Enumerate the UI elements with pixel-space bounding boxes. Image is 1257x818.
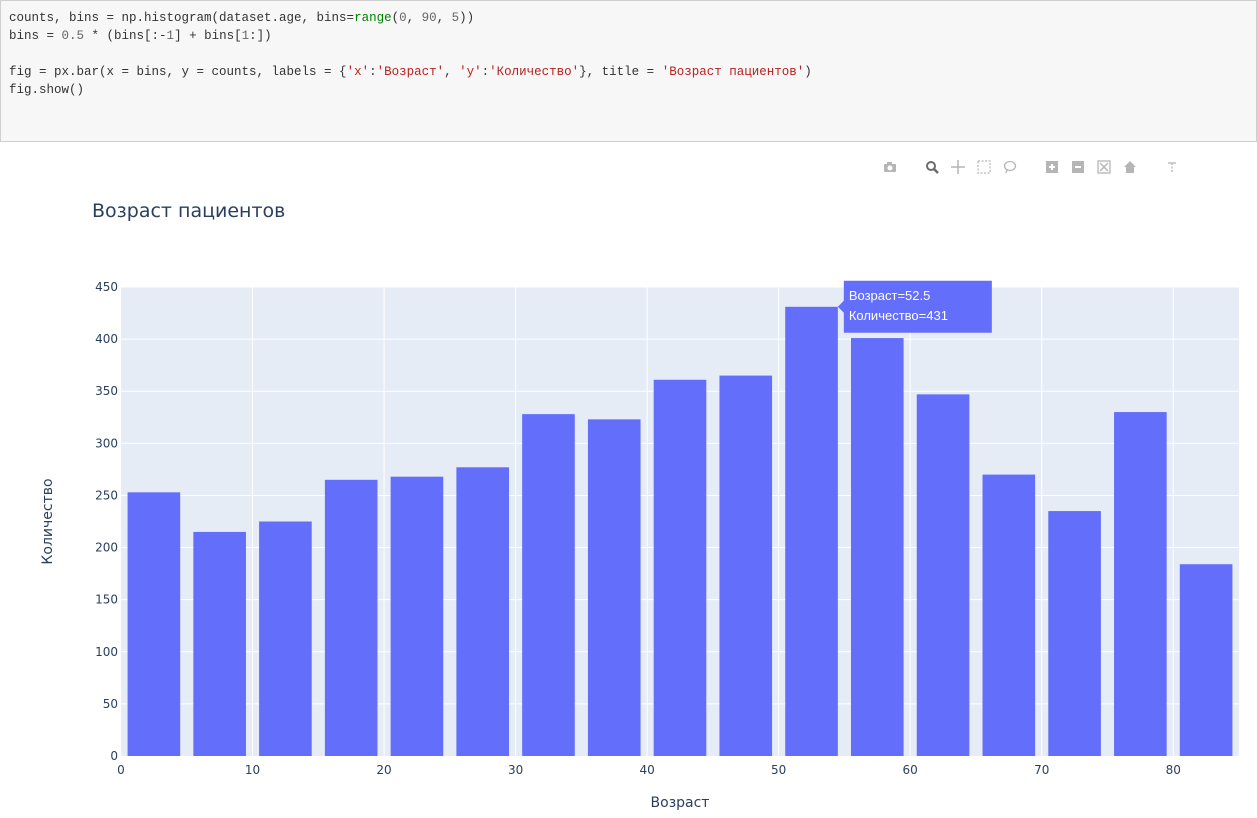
bar [259,521,312,756]
x-tick-label: 60 [903,763,918,777]
bar [522,414,575,756]
y-tick-label: 50 [103,697,118,711]
pan-icon[interactable] [948,157,968,177]
bar [127,492,181,756]
y-tick-label: 0 [110,749,118,763]
y-tick-label: 100 [95,645,118,659]
x-tick-label: 80 [1166,763,1181,777]
bar [653,379,707,756]
y-tick-label: 350 [95,384,118,398]
zoom-in-icon[interactable] [1042,157,1062,177]
modebar [880,156,1182,178]
zoom-icon[interactable] [922,157,942,177]
tooltip-line2: Количество=431 [849,308,948,323]
bar [1048,511,1101,756]
bar [982,474,1036,756]
y-axis-title: Количество [40,478,56,564]
code-line-1: counts, bins = np.histogram(dataset.age,… [9,11,475,25]
bar [850,338,904,756]
bar [324,479,378,756]
x-tick-label: 10 [245,763,260,777]
bar [719,375,773,756]
x-tick-label: 20 [376,763,391,777]
camera-icon[interactable] [880,157,900,177]
y-tick-label: 250 [95,488,118,502]
x-tick-label: 40 [639,763,654,777]
y-tick-label: 300 [95,436,118,450]
autoscale-icon[interactable] [1094,157,1114,177]
y-tick-label: 200 [95,541,118,555]
bar [916,394,970,756]
x-tick-labels: 0 10 20 30 40 50 60 70 80 [117,763,1181,777]
bar [390,476,444,756]
bar [1179,564,1233,756]
spike-lines-icon[interactable] [1162,157,1182,177]
x-tick-label: 30 [508,763,523,777]
code-line-2: bins = 0.5 * (bins[:-1] + bins[1:]) [9,29,272,43]
code-line-4: fig = px.bar(x = bins, y = counts, label… [9,65,812,79]
x-tick-label: 70 [1034,763,1049,777]
tooltip-line1: Возраст=52.5 [849,288,931,303]
bars [127,306,1233,756]
x-tick-label: 50 [771,763,786,777]
y-tick-labels: 0 50 100 150 200 250 300 350 400 450 [95,280,118,763]
x-tick-label: 0 [117,763,125,777]
bar [1114,412,1167,756]
code-line-5: fig.show() [9,83,85,97]
x-axis-title: Возраст [651,795,710,811]
chart-title: Возраст пациентов [92,200,286,222]
hover-tooltip: Возраст=52.5 Количество=431 [837,280,992,333]
code-cell[interactable]: counts, bins = np.histogram(dataset.age,… [0,0,1257,142]
zoom-out-icon[interactable] [1068,157,1088,177]
bar [785,306,838,756]
bar [456,467,510,756]
y-tick-label: 400 [95,332,118,346]
reset-axes-icon[interactable] [1120,157,1140,177]
y-tick-label: 450 [95,280,118,294]
bar [193,531,246,756]
box-select-icon[interactable] [974,157,994,177]
tooltip-box [837,280,992,333]
lasso-icon[interactable] [1000,157,1020,177]
bar [587,419,641,756]
y-tick-label: 150 [95,593,118,607]
